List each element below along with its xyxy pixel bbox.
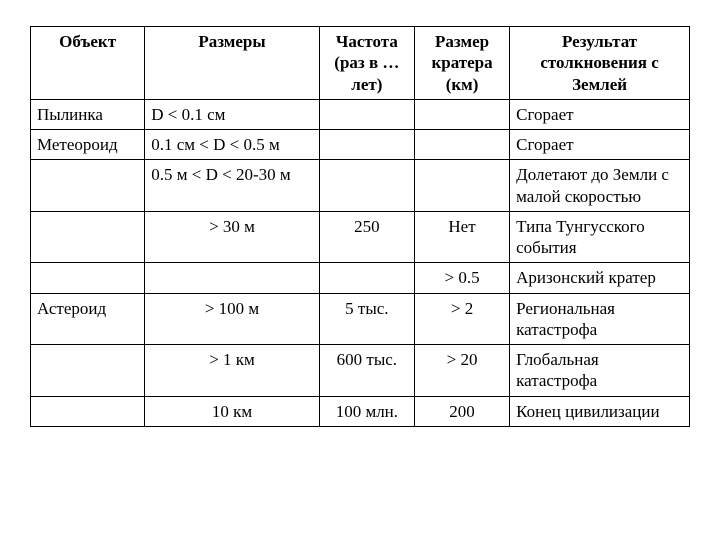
cell-frequency: 5 тыс.	[319, 293, 414, 345]
header-row: Объект Размеры Частота (раз в … лет) Раз…	[31, 27, 690, 100]
cell-frequency	[319, 99, 414, 129]
cell-size: D < 0.1 см	[145, 99, 320, 129]
cell-object	[31, 211, 145, 263]
cell-result: Типа Тунгусского события	[510, 211, 690, 263]
cell-crater: > 2	[414, 293, 509, 345]
table-row: > 0.5Аризонский кратер	[31, 263, 690, 293]
cell-crater: Нет	[414, 211, 509, 263]
table-head: Объект Размеры Частота (раз в … лет) Раз…	[31, 27, 690, 100]
table-row: > 30 м250НетТипа Тунгусского события	[31, 211, 690, 263]
cell-object: Метеороид	[31, 130, 145, 160]
table-body: ПылинкаD < 0.1 смСгораетМетеороид0.1 см …	[31, 99, 690, 426]
header-crater: Размер кратера (км)	[414, 27, 509, 100]
table-wrapper: Объект Размеры Частота (раз в … лет) Раз…	[0, 0, 720, 453]
cell-frequency	[319, 130, 414, 160]
header-object: Объект	[31, 27, 145, 100]
cell-object	[31, 396, 145, 426]
cell-result: Региональная катастрофа	[510, 293, 690, 345]
cell-object: Пылинка	[31, 99, 145, 129]
cell-frequency: 250	[319, 211, 414, 263]
table-row: > 1 км600 тыс.> 20Глобальная катастрофа	[31, 345, 690, 397]
cell-frequency: 100 млн.	[319, 396, 414, 426]
cell-crater: > 20	[414, 345, 509, 397]
cell-result: Глобальная катастрофа	[510, 345, 690, 397]
cell-size: > 1 км	[145, 345, 320, 397]
table-row: 0.5 м < D < 20-30 м Долетают до Земли с м…	[31, 160, 690, 212]
cell-object	[31, 263, 145, 293]
cell-result: Аризонский кратер	[510, 263, 690, 293]
cell-object	[31, 160, 145, 212]
cell-size: 10 км	[145, 396, 320, 426]
cell-crater	[414, 130, 509, 160]
cell-crater	[414, 99, 509, 129]
cell-crater: 200	[414, 396, 509, 426]
cell-result: Конец цивилизации	[510, 396, 690, 426]
cell-crater	[414, 160, 509, 212]
header-frequency: Частота (раз в … лет)	[319, 27, 414, 100]
cell-frequency	[319, 160, 414, 212]
cell-result: Сгорает	[510, 99, 690, 129]
cell-result: Долетают до Земли с малой скоростью	[510, 160, 690, 212]
table-row: Метеороид0.1 см < D < 0.5 м Сгорает	[31, 130, 690, 160]
cell-crater: > 0.5	[414, 263, 509, 293]
table-row: 10 км100 млн.200Конец цивилизации	[31, 396, 690, 426]
cell-frequency: 600 тыс.	[319, 345, 414, 397]
cell-size: > 30 м	[145, 211, 320, 263]
table-row: Астероид> 100 м5 тыс.> 2Региональная кат…	[31, 293, 690, 345]
cell-size: > 100 м	[145, 293, 320, 345]
cell-size: 0.1 см < D < 0.5 м	[145, 130, 320, 160]
cell-result: Сгорает	[510, 130, 690, 160]
cell-object	[31, 345, 145, 397]
table-row: ПылинкаD < 0.1 см Сгорает	[31, 99, 690, 129]
impact-table: Объект Размеры Частота (раз в … лет) Раз…	[30, 26, 690, 427]
header-size: Размеры	[145, 27, 320, 100]
cell-frequency	[319, 263, 414, 293]
cell-size: 0.5 м < D < 20-30 м	[145, 160, 320, 212]
cell-object: Астероид	[31, 293, 145, 345]
cell-size	[145, 263, 320, 293]
header-result: Результат столкновения с Землей	[510, 27, 690, 100]
